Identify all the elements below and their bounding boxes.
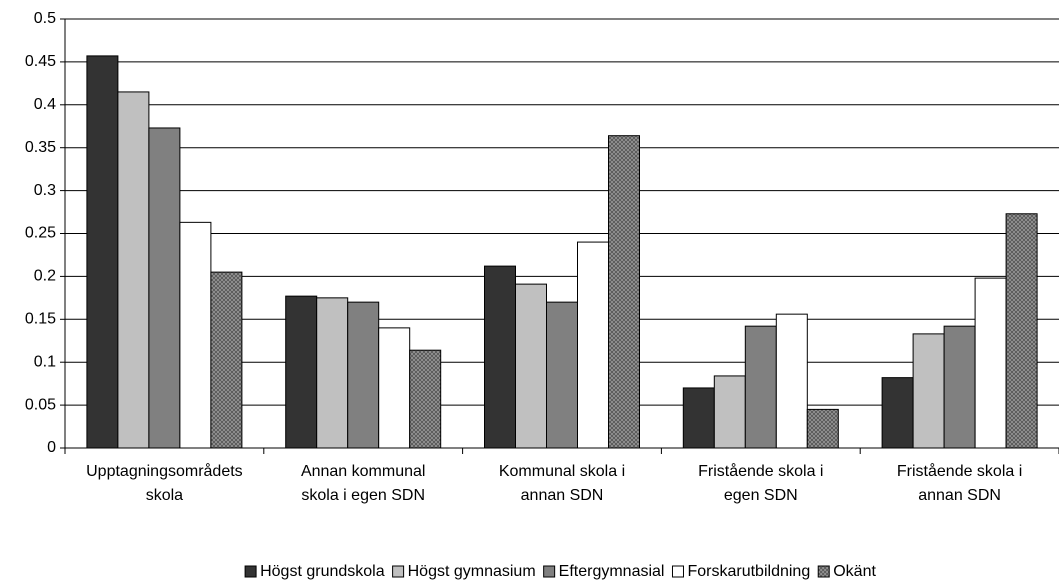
legend-label: Forskarutbildning: [687, 563, 810, 580]
x-tick-label: Kommunal skola i annan SDN: [499, 463, 625, 504]
bar: [179, 221, 212, 449]
y-tick-label: 0.05: [25, 396, 56, 413]
y-tick-label: 0.45: [25, 53, 56, 70]
legend-label: Högst gymnasium: [408, 563, 536, 580]
y-tick-label: 0.15: [25, 311, 56, 328]
legend-label: Eftergymnasial: [559, 563, 665, 580]
legend-swatch: [392, 565, 405, 578]
bar: [378, 327, 411, 449]
y-tick-label: 0: [47, 439, 56, 456]
bar: [210, 271, 243, 449]
bar: [608, 135, 640, 449]
bar: [148, 127, 181, 449]
bar: [744, 325, 777, 449]
bar: [515, 283, 547, 449]
legend-label: Okänt: [833, 563, 876, 580]
x-tick-label: Annan kommunal skola i egen SDN: [301, 463, 426, 504]
legend-swatch: [244, 565, 257, 578]
bar: [943, 325, 976, 449]
y-tick-label: 0.4: [34, 96, 56, 113]
legend-label: Högst grundskola: [260, 563, 385, 580]
x-tick-label: Fristående skola i annan SDN: [897, 462, 1022, 504]
bar: [484, 265, 516, 449]
bar: [316, 297, 349, 449]
legend: Högst grundskola Högst gymnasium Eftergymn…: [244, 563, 876, 580]
bar: [806, 408, 839, 449]
bar: [409, 349, 442, 449]
y-tick-label: 0.35: [25, 139, 56, 156]
bar: [117, 91, 150, 449]
bar: [912, 333, 945, 449]
bar: [546, 301, 578, 449]
x-tick-label: Upptagningsområdets skola: [86, 462, 243, 504]
bar: [577, 241, 609, 449]
y-tick-label: 0.2: [34, 268, 56, 285]
y-tick-label: 0.25: [25, 225, 56, 242]
bar: [682, 387, 715, 449]
y-tick-label: 0.3: [34, 182, 56, 199]
legend-swatch: [543, 565, 556, 578]
bar: [775, 313, 808, 449]
y-tick-label: 0.5: [34, 10, 56, 27]
bar: [713, 375, 746, 449]
bar: [974, 277, 1007, 449]
bar: [285, 295, 318, 449]
x-tick-label: Fristående skola i egen SDN: [698, 462, 823, 504]
bar: [1005, 213, 1038, 449]
bar: [881, 377, 914, 449]
bar: [347, 301, 380, 449]
y-tick-label: 0.1: [34, 353, 56, 370]
bar: [86, 55, 119, 449]
legend-swatch: [817, 565, 830, 578]
legend-swatch: [671, 565, 684, 578]
